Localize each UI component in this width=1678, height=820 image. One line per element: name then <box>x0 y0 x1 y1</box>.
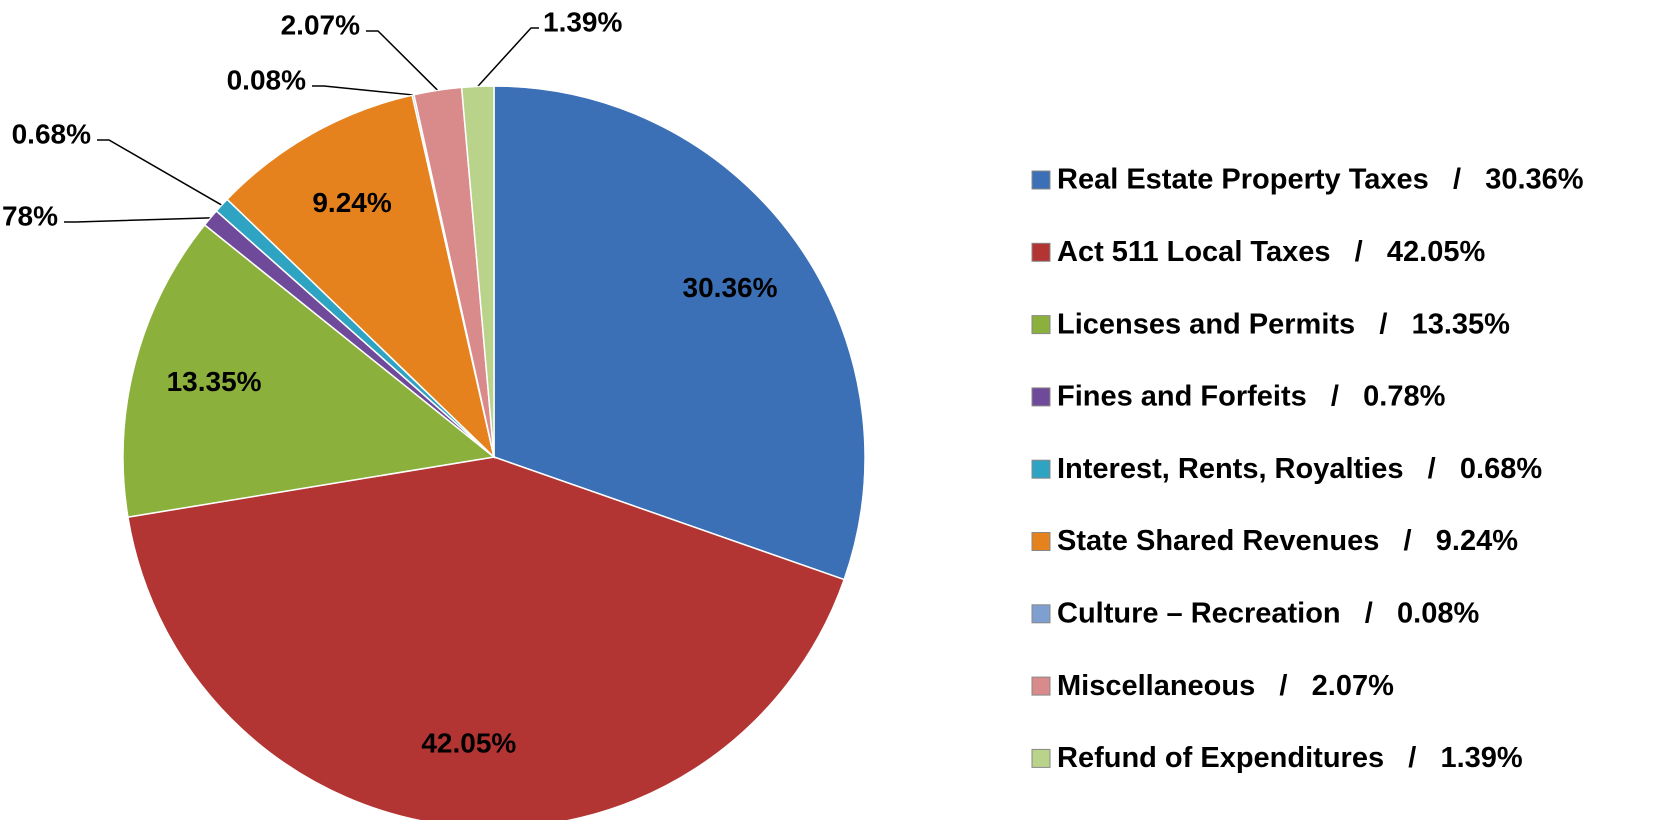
data-label: 0.78% <box>0 200 58 231</box>
data-label: 2.07% <box>281 9 360 40</box>
data-label: 0.68% <box>12 118 91 149</box>
legend-swatch <box>1031 604 1051 624</box>
leader-line <box>312 85 414 96</box>
pie-outline <box>122 85 866 820</box>
legend-swatch <box>1031 242 1051 262</box>
legend-label: Interest, Rents, Royalties / 0.68% <box>1057 453 1542 485</box>
legend-label: Real Estate Property Taxes / 30.36% <box>1057 164 1584 196</box>
legend-label: Fines and Forfeits / 0.78% <box>1057 381 1446 413</box>
leader-line <box>477 27 539 87</box>
data-label: 0.08% <box>227 64 306 95</box>
legend-swatch <box>1031 459 1051 479</box>
leader-line <box>64 217 211 223</box>
leader-line <box>97 139 223 206</box>
legend-swatch <box>1031 170 1051 190</box>
data-label: 30.36% <box>683 272 778 303</box>
legend-swatch <box>1031 676 1051 696</box>
data-label: 42.05% <box>421 728 516 759</box>
data-label: 1.39% <box>543 6 622 37</box>
legend-swatch <box>1031 315 1051 335</box>
data-label: 9.24% <box>312 187 391 218</box>
legend-swatch <box>1031 387 1051 407</box>
legend-label: Miscellaneous / 2.07% <box>1057 670 1394 702</box>
legend-label: Refund of Expenditures / 1.39% <box>1057 742 1523 774</box>
leader-line <box>366 30 439 91</box>
legend-swatch <box>1031 532 1051 551</box>
data-label: 13.35% <box>167 366 262 397</box>
legend-label: Act 511 Local Taxes / 42.05% <box>1057 236 1485 268</box>
legend-label: State Shared Revenues / 9.24% <box>1057 525 1518 557</box>
legend-label: Licenses and Permits / 13.35% <box>1057 308 1510 340</box>
legend-swatch <box>1031 748 1051 768</box>
legend-label: Culture – Recreation / 0.08% <box>1057 597 1479 629</box>
